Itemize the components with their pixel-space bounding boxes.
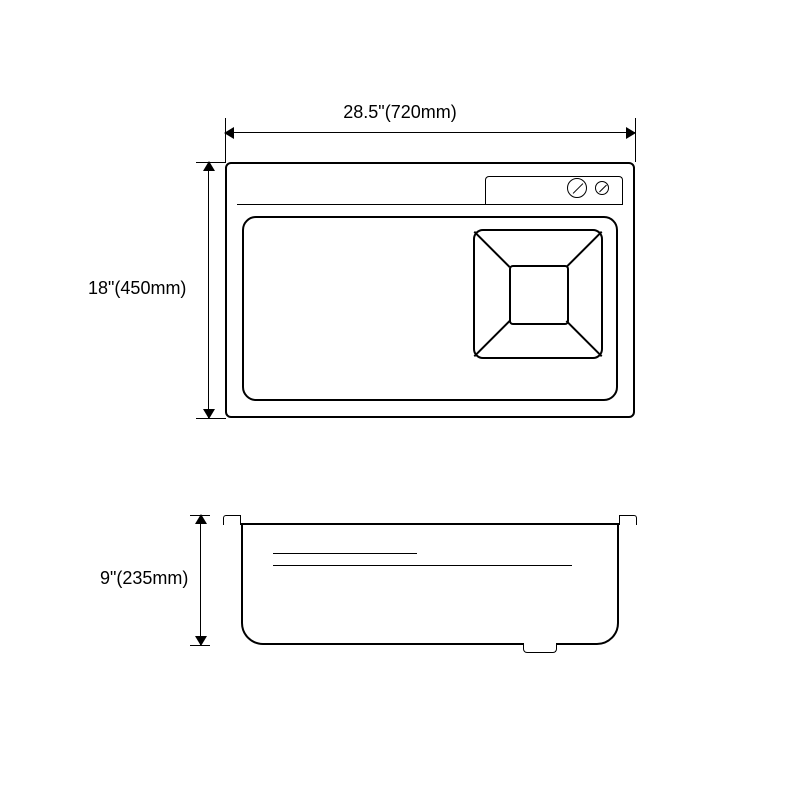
width-extension-left	[225, 118, 226, 162]
width-extension-right	[635, 118, 636, 162]
drain-square	[473, 229, 603, 359]
width-dimension-line	[225, 132, 635, 133]
height-label: 18"(450mm)	[88, 278, 186, 299]
drain-diagonal	[474, 320, 511, 357]
width-mm: (720mm)	[385, 102, 457, 122]
drain-diagonal	[566, 320, 603, 357]
side-view	[225, 515, 635, 645]
side-drain-icon	[523, 643, 557, 653]
side-ledge-line-2	[273, 565, 572, 566]
width-label: 28.5"(720mm)	[0, 102, 800, 123]
height-inches: 18"	[88, 278, 114, 298]
height-dimension-line	[208, 162, 209, 418]
depth-mm: (235mm)	[116, 568, 188, 588]
side-flange-right	[619, 515, 637, 525]
depth-dimension-line	[200, 515, 201, 645]
tap-hole-1-icon	[567, 178, 587, 198]
drain-diagonal	[566, 231, 603, 268]
side-view-body	[241, 523, 619, 645]
tap-hole-2-icon	[595, 181, 609, 195]
side-flange-left	[223, 515, 241, 525]
height-mm: (450mm)	[114, 278, 186, 298]
top-view-ledge-line	[237, 204, 623, 205]
drain-diagonal	[474, 231, 511, 268]
depth-label: 9"(235mm)	[100, 568, 188, 589]
top-view-outer	[225, 162, 635, 418]
width-inches: 28.5"	[343, 102, 384, 122]
sink-dimension-diagram: 28.5"(720mm) 18"(450mm) 9"(235mm)	[0, 0, 800, 800]
depth-inches: 9"	[100, 568, 116, 588]
side-ledge-line-1	[273, 553, 417, 554]
